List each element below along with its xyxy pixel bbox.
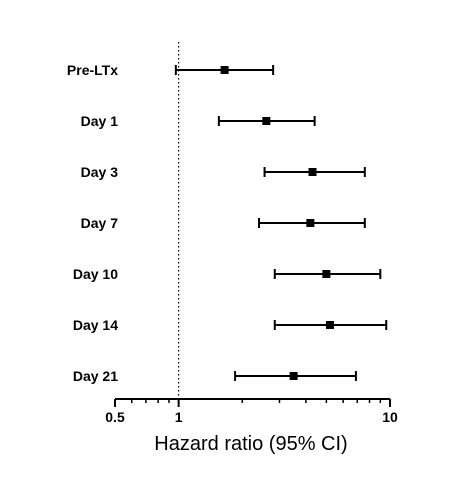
point-estimate (262, 117, 271, 125)
x-tick-label: 10 (382, 409, 398, 425)
category-label: Day 3 (81, 164, 119, 180)
category-label: Day 1 (81, 113, 119, 129)
x-axis: 0.5 1 10 (105, 398, 398, 425)
category-label: Day 14 (73, 317, 118, 333)
data-marks (174, 65, 388, 381)
point-estimate (322, 270, 331, 278)
point-estimate (325, 321, 334, 329)
x-tick-label: 1 (175, 409, 183, 425)
category-labels: Pre-LTx Day 1 Day 3 Day 7 Day 10 Day 14 Day 21 (67, 62, 118, 384)
x-tick-label: 0.5 (105, 409, 125, 425)
point-estimate (289, 372, 298, 380)
category-label: Day 7 (81, 215, 119, 231)
point-estimate (308, 168, 317, 176)
x-axis-title: Hazard ratio (95% CI) (154, 433, 347, 455)
point-estimate (306, 219, 315, 227)
category-label: Day 10 (73, 266, 118, 282)
category-label: Day 21 (73, 368, 118, 384)
category-label: Pre-LTx (67, 62, 118, 78)
point-estimate (220, 66, 229, 74)
